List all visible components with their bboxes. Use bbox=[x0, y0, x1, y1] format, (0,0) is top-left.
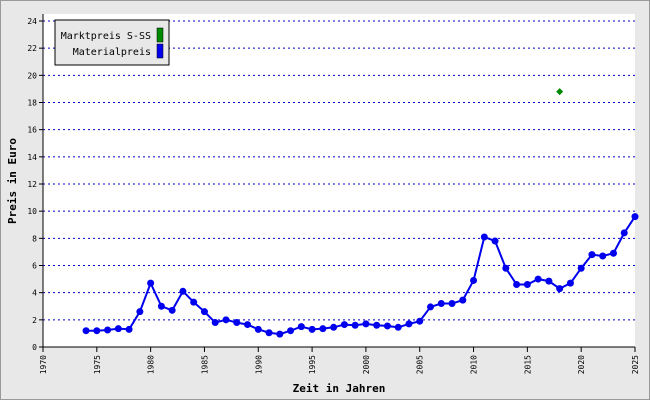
y-tick-label: 14 bbox=[27, 153, 37, 162]
data-point bbox=[211, 319, 219, 327]
data-point bbox=[82, 327, 90, 335]
x-tick-label: 1990 bbox=[254, 355, 263, 374]
data-point bbox=[233, 319, 241, 327]
x-tick-label: 1970 bbox=[39, 355, 48, 374]
data-point bbox=[308, 325, 316, 333]
data-point bbox=[523, 281, 531, 289]
data-point bbox=[373, 321, 381, 329]
data-point bbox=[534, 275, 542, 283]
legend-swatch bbox=[156, 27, 164, 43]
data-point bbox=[588, 251, 596, 259]
legend-label: Materialpreis bbox=[73, 47, 151, 58]
x-tick-label: 2015 bbox=[523, 355, 532, 374]
data-point bbox=[265, 329, 273, 337]
y-tick-label: 22 bbox=[27, 44, 37, 53]
data-point bbox=[480, 233, 488, 241]
legend-label: Marktpreis S-SS bbox=[61, 31, 151, 42]
y-tick-label: 20 bbox=[27, 71, 37, 80]
data-point bbox=[491, 237, 499, 245]
data-point bbox=[383, 322, 391, 330]
data-point bbox=[330, 323, 338, 331]
data-point bbox=[545, 277, 553, 285]
x-tick-label: 2000 bbox=[362, 355, 371, 374]
data-point bbox=[287, 327, 295, 335]
y-tick-label: 8 bbox=[32, 234, 37, 243]
data-point bbox=[437, 300, 445, 308]
y-tick-label: 16 bbox=[27, 126, 37, 135]
y-tick-label: 24 bbox=[27, 17, 37, 26]
data-point bbox=[556, 88, 564, 96]
x-tick-label: 2025 bbox=[631, 355, 640, 374]
data-point bbox=[104, 326, 112, 334]
data-point bbox=[405, 320, 413, 328]
data-point bbox=[340, 321, 348, 329]
data-point bbox=[200, 308, 208, 316]
data-point bbox=[459, 296, 467, 304]
data-point bbox=[179, 287, 187, 295]
data-point bbox=[136, 308, 144, 316]
data-point bbox=[448, 300, 456, 308]
x-tick-label: 2020 bbox=[577, 355, 586, 374]
x-tick-label: 1975 bbox=[93, 355, 102, 374]
y-tick-label: 18 bbox=[27, 99, 37, 108]
x-axis-title: Zeit in Jahren bbox=[293, 382, 386, 395]
data-point bbox=[222, 316, 230, 324]
x-tick-label: 1980 bbox=[147, 355, 156, 374]
data-point bbox=[147, 279, 155, 287]
x-tick-label: 1985 bbox=[200, 355, 209, 374]
data-point bbox=[609, 249, 617, 257]
data-point bbox=[125, 325, 133, 333]
data-point bbox=[157, 302, 165, 310]
data-point bbox=[577, 264, 585, 272]
series-line bbox=[86, 216, 636, 336]
data-point bbox=[620, 229, 628, 237]
data-point bbox=[394, 323, 402, 331]
data-point bbox=[470, 276, 478, 284]
y-axis-title: Preis in Euro bbox=[6, 138, 19, 224]
data-point bbox=[631, 213, 639, 221]
data-point bbox=[513, 281, 521, 289]
x-tick-label: 1995 bbox=[308, 355, 317, 374]
data-point bbox=[351, 321, 359, 329]
data-point bbox=[297, 323, 305, 331]
y-tick-label: 0 bbox=[32, 343, 37, 352]
data-point bbox=[599, 252, 607, 260]
data-point bbox=[502, 264, 510, 272]
data-point bbox=[168, 306, 176, 314]
data-point bbox=[114, 325, 122, 333]
y-tick-label: 4 bbox=[32, 289, 37, 298]
x-tick-label: 2010 bbox=[470, 355, 479, 374]
data-point bbox=[190, 298, 198, 306]
x-tick-label: 2005 bbox=[416, 355, 425, 374]
y-tick-label: 2 bbox=[32, 316, 37, 325]
data-point bbox=[254, 325, 262, 333]
data-point bbox=[416, 317, 424, 325]
legend-box bbox=[54, 19, 170, 66]
data-point bbox=[362, 320, 370, 328]
legend-swatch bbox=[156, 43, 164, 59]
data-point bbox=[426, 303, 434, 311]
data-point bbox=[276, 330, 284, 338]
data-point bbox=[319, 325, 327, 333]
data-point bbox=[566, 279, 574, 287]
plot-area bbox=[43, 14, 635, 347]
y-tick-label: 12 bbox=[27, 180, 37, 189]
data-point bbox=[556, 285, 564, 293]
y-tick-label: 6 bbox=[32, 262, 37, 271]
data-point bbox=[93, 327, 101, 335]
data-point bbox=[244, 321, 252, 329]
y-tick-label: 10 bbox=[27, 207, 37, 216]
